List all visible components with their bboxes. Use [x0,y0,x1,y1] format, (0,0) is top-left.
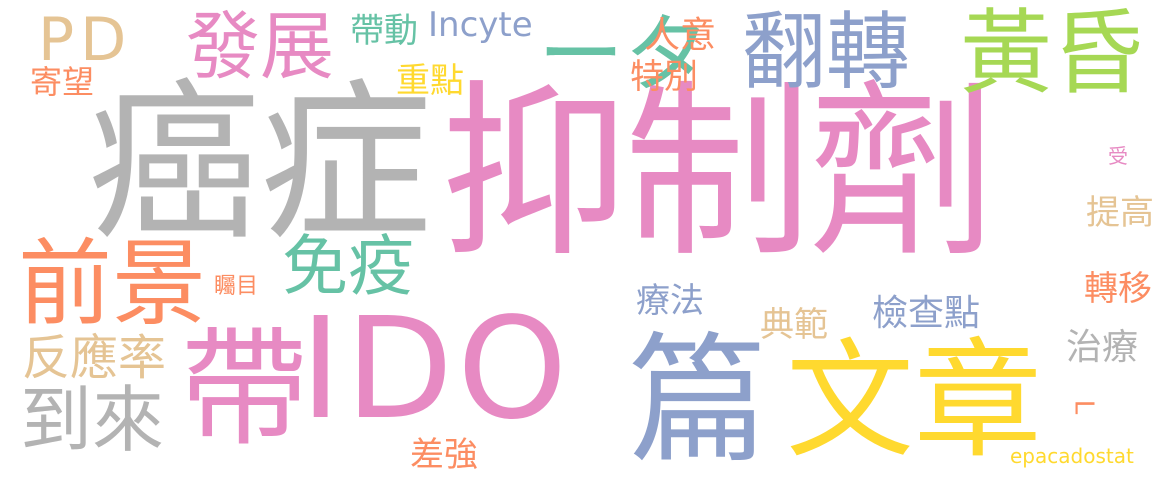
word-chaqiang: 差強 [410,435,478,475]
word-epacadostat: epacadostat [1010,444,1134,468]
word-yizhiji: 抑制劑 [440,64,996,283]
word-ido: IDO [300,288,572,451]
word-liaofa: 療法 [636,281,704,321]
word-daidong: 帶動 [350,11,418,51]
word-pian: 篇 [628,320,769,482]
word-pd: PD [38,5,133,75]
word-fanyinglv: 反應率 [22,330,167,386]
word-ita: ータ [538,5,710,105]
word-zhongdian: 重點 [396,61,464,101]
word-mianyi: 免疫 [282,228,414,305]
word-shou: 受 [1108,144,1128,168]
word-zhimu: 矚目 [214,274,259,299]
word-dai: 帶 [180,315,309,464]
word-daolai: 到來 [20,378,165,462]
word-jianchadian: 檢查點 [872,293,981,334]
word-zhiliao: 治療 [1066,327,1139,368]
word-qianjing: 前景 [18,230,207,339]
word-fanzhuan: 翻轉 [742,3,911,101]
word-jiwang: 寄望 [30,63,95,101]
word-huanghun: 黃昏 [960,0,1145,107]
word-dianfan: 典範 [760,305,828,345]
word-incyte: Incyte [428,5,533,45]
word-tebie: 特別 [630,57,698,97]
word-zhuanyi: 轉移 [1084,269,1152,309]
word-tigao: 提高 [1086,193,1154,233]
word-fazhan: 發展 [186,4,334,90]
word-aizheng: 癌症 [88,63,432,264]
word-wenzhang: 文章 [786,327,1043,476]
word-l: L [1068,399,1099,415]
word-renyi: 人意 [644,15,717,56]
